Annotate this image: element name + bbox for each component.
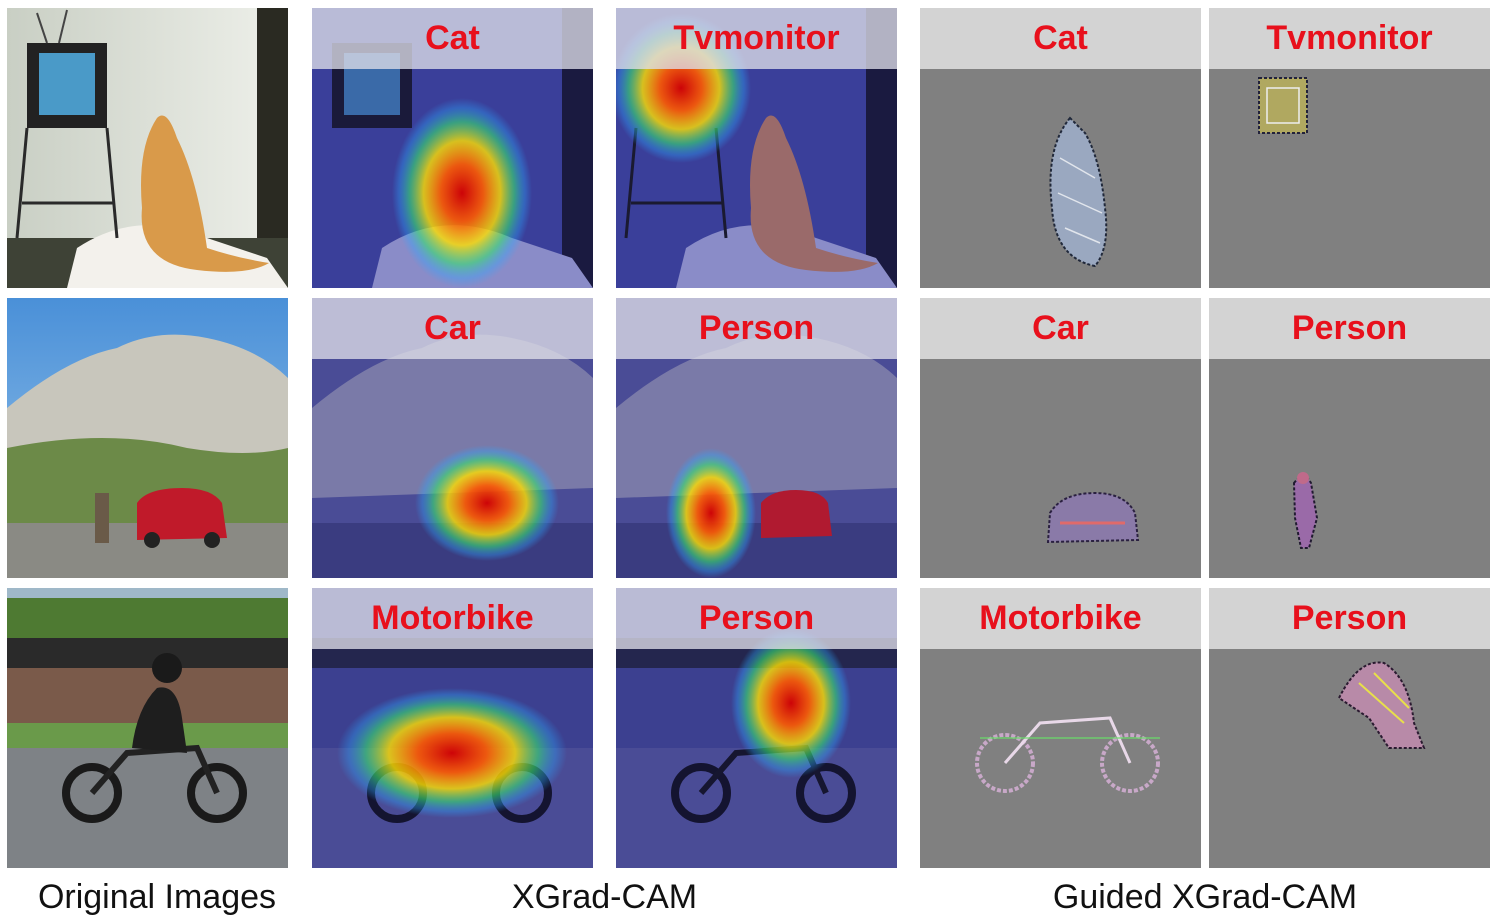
cat-tv-scene xyxy=(7,8,288,288)
class-label: Cat xyxy=(425,19,480,57)
label-band xyxy=(616,588,897,649)
mountain-car-scene xyxy=(7,298,288,578)
class-label: Person xyxy=(1291,309,1408,347)
label-band xyxy=(616,8,897,69)
xgradcam-rider: Person xyxy=(616,588,897,868)
caption-xgradcam: XGrad-CAM xyxy=(511,878,698,916)
label-band xyxy=(312,588,593,649)
class-label: Cat xyxy=(1033,19,1088,57)
label-band xyxy=(616,298,897,359)
original-image-mountain-car xyxy=(7,298,288,578)
class-label: Person xyxy=(698,599,815,637)
label-band xyxy=(312,298,593,359)
guided-xgradcam-person: Person xyxy=(1209,298,1490,578)
class-label: Motorbike xyxy=(371,599,534,637)
guided-xgradcam-cat: Cat xyxy=(920,8,1201,288)
label-band xyxy=(920,588,1201,649)
caption-original-images: Original Images xyxy=(37,878,277,916)
label-band xyxy=(312,8,593,69)
class-label: Tvmonitor xyxy=(1266,19,1433,57)
xgradcam-cat: Cat xyxy=(312,8,593,288)
guided-xgradcam-tvmonitor: Tvmonitor xyxy=(1209,8,1490,288)
class-label: Car xyxy=(1032,309,1089,347)
class-label: Person xyxy=(698,309,815,347)
xgradcam-tvmonitor: Tvmonitor xyxy=(616,8,897,288)
xgradcam-car: Car xyxy=(312,298,593,578)
class-label: Motorbike xyxy=(979,599,1142,637)
label-band xyxy=(920,8,1201,69)
xgradcam-person: Person xyxy=(616,298,897,578)
class-label: Person xyxy=(1291,599,1408,637)
label-band xyxy=(1209,8,1490,69)
class-label: Car xyxy=(424,309,481,347)
original-image-motorbike xyxy=(7,588,288,868)
guided-xgradcam-car: Car xyxy=(920,298,1201,578)
label-band xyxy=(1209,298,1490,359)
guided-xgradcam-rider: Person xyxy=(1209,588,1490,868)
class-label: Tvmonitor xyxy=(673,19,840,57)
label-band xyxy=(1209,588,1490,649)
motorbike-scene xyxy=(7,588,288,868)
caption-guided-xgradcam: Guided XGrad-CAM xyxy=(1052,878,1358,916)
guided-xgradcam-motorbike: Motorbike xyxy=(920,588,1201,868)
xgradcam-motorbike: Motorbike xyxy=(312,588,593,868)
label-band xyxy=(920,298,1201,359)
original-image-cat-tv xyxy=(7,8,288,288)
